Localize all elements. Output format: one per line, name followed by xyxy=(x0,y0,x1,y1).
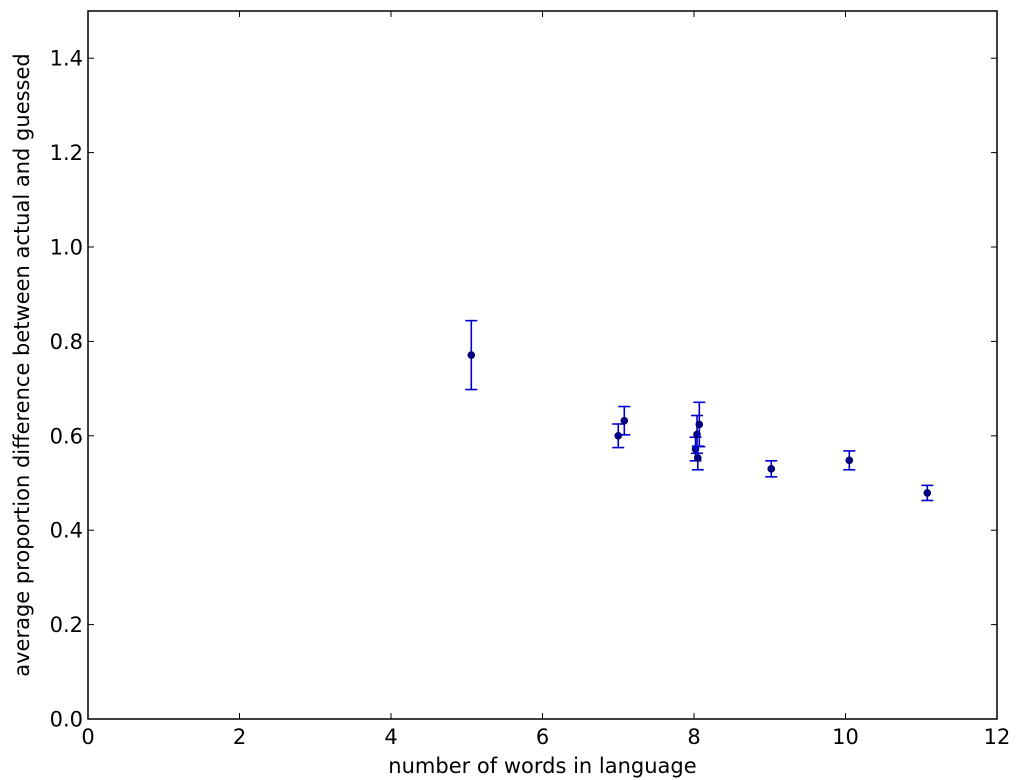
y-tick-label: 0.6 xyxy=(50,424,83,448)
marker xyxy=(693,454,702,462)
data-marks xyxy=(465,319,934,502)
x-tick-label: 6 xyxy=(536,725,549,749)
x-tick-label: 12 xyxy=(984,725,1011,749)
y-tick-label: 0.8 xyxy=(50,330,83,354)
data-point xyxy=(618,405,631,436)
marker xyxy=(620,416,629,425)
data-point xyxy=(765,460,778,478)
x-tick-label: 10 xyxy=(832,725,859,749)
y-axis-title: average proportion difference between ac… xyxy=(10,53,34,677)
data-point xyxy=(921,484,934,502)
y-tick-label: 0.2 xyxy=(50,613,83,637)
x-tick-label: 8 xyxy=(687,725,700,749)
y-tick-label: 1.2 xyxy=(50,141,83,165)
marker xyxy=(695,420,704,429)
marker xyxy=(614,431,623,440)
x-tick-label: 2 xyxy=(233,725,246,749)
y-tick-label: 0.4 xyxy=(50,519,83,543)
marker xyxy=(923,489,932,497)
plot-frame xyxy=(87,10,998,720)
y-tick-label: 1.0 xyxy=(50,236,83,260)
y-tick-label: 1.4 xyxy=(50,47,83,71)
axis-tick-labels: 0 2 4 6 8 10 12 0.0 0.2 0.4 0.6 0.8 1.0 1.2 1.4 xyxy=(50,47,1011,749)
plot-area xyxy=(88,11,997,719)
x-axis-title: number of words in language xyxy=(388,754,696,778)
data-point xyxy=(465,319,478,391)
marker xyxy=(845,456,854,465)
data-point xyxy=(693,401,706,448)
marker xyxy=(767,465,776,473)
data-point xyxy=(612,423,625,449)
y-tick-label: 0.0 xyxy=(50,708,83,732)
x-tick-label: 4 xyxy=(384,725,397,749)
marker xyxy=(467,351,476,359)
x-tick-label: 0 xyxy=(81,725,94,749)
data-point xyxy=(843,450,856,471)
